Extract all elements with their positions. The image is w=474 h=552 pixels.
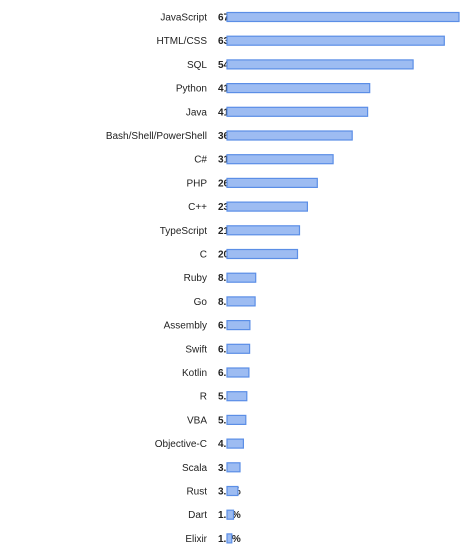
- category-label: Kotlin: [182, 368, 207, 379]
- bar: [226, 272, 257, 283]
- category-label: Rust: [186, 487, 207, 498]
- category-label: Assembly: [164, 321, 207, 332]
- bar: [226, 485, 239, 497]
- category-label: SQL: [187, 60, 207, 71]
- category-label: VBA: [187, 415, 207, 426]
- category-label: PHP: [186, 178, 207, 189]
- bar: [226, 320, 251, 331]
- category-label: Go: [194, 297, 208, 308]
- bar: [226, 367, 250, 378]
- category-label: TypeScript: [160, 226, 207, 237]
- category-label: HTML/CSS: [156, 36, 207, 47]
- bar: [226, 11, 460, 23]
- category-label: R: [200, 392, 207, 403]
- bar: [226, 35, 445, 46]
- category-label: Bash/Shell/PowerShell: [106, 131, 207, 142]
- category-label: Ruby: [184, 273, 207, 284]
- bar: [226, 225, 301, 236]
- bar: [226, 509, 235, 520]
- category-label: JavaScript: [160, 13, 207, 24]
- category-label: Swift: [185, 344, 207, 355]
- bar: [226, 201, 309, 212]
- bar: [226, 296, 256, 307]
- bar: [226, 462, 241, 473]
- category-label: C#: [194, 155, 207, 166]
- category-label: Scala: [182, 463, 207, 474]
- bar: [226, 391, 248, 402]
- bar: [226, 414, 247, 425]
- bar: [226, 177, 318, 188]
- category-label: C++: [188, 202, 207, 213]
- bar: [226, 438, 244, 449]
- bar: [226, 59, 414, 70]
- category-label: Elixir: [185, 534, 207, 545]
- bar: [226, 533, 233, 544]
- bar: [226, 82, 371, 94]
- category-label: Python: [176, 84, 207, 95]
- bar: [226, 106, 369, 117]
- category-label: C: [200, 250, 207, 261]
- bar: [226, 343, 251, 354]
- category-label: Objective-C: [155, 439, 207, 450]
- category-label: Dart: [188, 510, 207, 521]
- bar: [226, 154, 334, 165]
- category-label: Java: [186, 107, 208, 118]
- bar: [226, 130, 353, 141]
- bar: [226, 248, 299, 260]
